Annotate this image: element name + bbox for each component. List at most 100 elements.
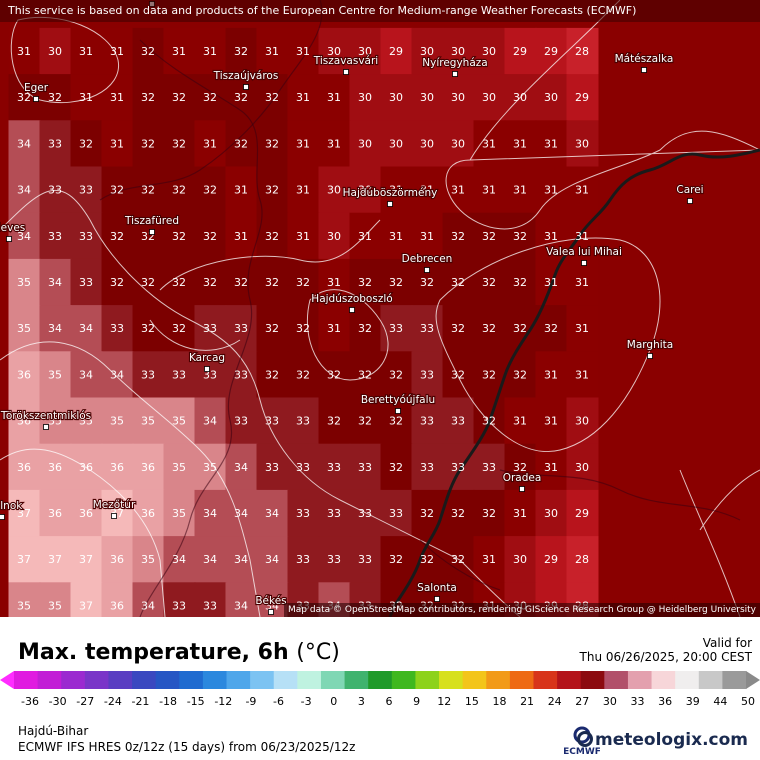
temperature-cell — [380, 489, 413, 538]
scale-swatch — [61, 671, 86, 689]
scale-swatch — [84, 671, 109, 689]
temperature-value: 33 — [420, 461, 434, 474]
temperature-cell — [8, 120, 41, 168]
temperature-cell — [504, 27, 537, 76]
temperature-value: 30 — [48, 45, 62, 58]
scale-swatch — [344, 671, 369, 689]
temperature-value: 37 — [79, 553, 93, 566]
temperature-cell — [473, 305, 506, 353]
temperature-value: 32 — [172, 230, 186, 243]
temperature-value: 35 — [17, 322, 31, 335]
temperature-cell — [39, 258, 72, 307]
temperature-cell — [8, 536, 41, 584]
temperature-cell — [70, 397, 103, 445]
temperature-value: 32 — [296, 368, 310, 381]
temperature-cell — [566, 305, 599, 353]
scale-tick-label: -27 — [76, 695, 95, 708]
contour-line — [10, 16, 119, 104]
city-dot — [687, 198, 693, 204]
temperature-value: 31 — [296, 184, 310, 197]
temperature-value: 35 — [48, 368, 62, 381]
temperature-value: 33 — [451, 461, 465, 474]
temperature-value: 32 — [265, 368, 279, 381]
border-line — [388, 148, 760, 617]
meteologix-logo[interactable]: meteologix.com — [577, 730, 748, 750]
temperature-cell — [504, 120, 537, 168]
temperature-value: 30 — [544, 91, 558, 104]
temperature-value: 31 — [420, 230, 434, 243]
temperature-cell — [349, 166, 382, 214]
model-info: ECMWF IFS HRES 0z/12z (15 days) from 06/… — [18, 740, 356, 754]
temperature-map[interactable]: 31 30 31 31 32 31 31 32 31 31 30 30 29 30 30 30 29 29 28 32… — [0, 0, 760, 617]
scale-swatch — [368, 671, 393, 689]
temperature-value: 30 — [482, 91, 496, 104]
contour-line — [0, 341, 261, 617]
city-dot — [343, 69, 349, 75]
temperature-cell — [380, 536, 413, 584]
temperature-value: 36 — [110, 599, 124, 612]
temperature-value: 31 — [451, 184, 465, 197]
temperature-value: 29 — [513, 45, 527, 58]
scale-tick-label: -12 — [214, 695, 233, 708]
temperature-cell — [163, 27, 196, 76]
temperature-value: 34 — [234, 599, 248, 612]
temperature-cell — [70, 120, 103, 168]
temperature-cell — [8, 305, 41, 353]
temperature-cell — [349, 536, 382, 584]
temperature-value: 33 — [327, 507, 341, 520]
temperature-value: 32 — [482, 276, 496, 289]
temperature-value: 36 — [79, 461, 93, 474]
temperature-value: 32 — [172, 91, 186, 104]
brand-text: meteologix.com — [595, 730, 748, 750]
temperature-value: 30 — [389, 137, 403, 150]
temperature-cell — [225, 27, 258, 76]
temperature-value: 30 — [575, 415, 589, 428]
temperature-cell — [566, 166, 599, 214]
temperature-value: 31 — [575, 368, 589, 381]
temperature-value: 33 — [203, 322, 217, 335]
temperature-cell — [504, 443, 537, 491]
temperature-value: 32 — [203, 91, 217, 104]
temperature-value: 33 — [79, 230, 93, 243]
temperature-cell — [318, 27, 351, 76]
temperature-cell — [70, 166, 103, 214]
temperature-cell — [411, 120, 444, 168]
city-marker: Nyíregyháza — [421, 56, 489, 77]
city-label: Nyíregyháza — [422, 57, 487, 69]
color-scale — [0, 671, 760, 689]
temperature-cell — [318, 120, 351, 168]
temperature-value: 32 — [358, 415, 372, 428]
temperature-value: 37 — [17, 553, 31, 566]
temperature-cell — [504, 166, 537, 214]
temperature-cell — [349, 305, 382, 353]
scale-swatch — [651, 671, 676, 689]
temperature-value: 29 — [544, 553, 558, 566]
temperature-value: 30 — [513, 553, 527, 566]
temperature-value: 28 — [575, 553, 589, 566]
temperature-cell — [349, 351, 382, 399]
temperature-cell — [535, 397, 568, 445]
temperature-value: 30 — [327, 230, 341, 243]
temperature-value: 32 — [389, 415, 403, 428]
temperature-value: 35 — [172, 461, 186, 474]
scale-tick-label: -9 — [245, 695, 257, 708]
scale-tick-label: -15 — [186, 695, 205, 708]
temperature-value: 32 — [234, 91, 248, 104]
temperature-value: 32 — [48, 91, 62, 104]
city-marker: Berettyóújfalu — [360, 393, 436, 414]
temperature-cell — [318, 74, 351, 122]
temperature-value: 30 — [575, 137, 589, 150]
temperature-value: 34 — [79, 368, 93, 381]
temperature-value: 32 — [389, 276, 403, 289]
city-dot — [268, 609, 274, 615]
scale-ticks: -36 -30 -27 -24 -21 -18 -15 -12 -9 -6 -3 0 3 6 9 12 15 18… — [0, 695, 760, 709]
temperature-cell — [473, 258, 506, 307]
temperature-value: 32 — [296, 276, 310, 289]
temperature-value: 31 — [234, 230, 248, 243]
temperature-cell — [70, 212, 103, 260]
temperature-cell — [287, 489, 320, 538]
temperature-value: 36 — [110, 553, 124, 566]
temperature-value: 32 — [482, 507, 496, 520]
temperature-value: 35 — [110, 415, 124, 428]
scale-swatch — [132, 671, 157, 689]
